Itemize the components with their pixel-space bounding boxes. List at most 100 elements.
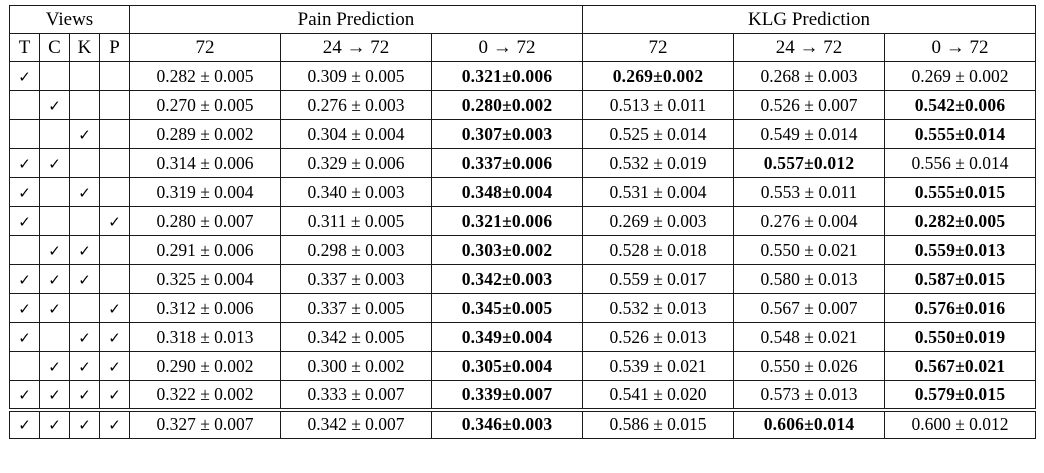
view-check-cell: ✓: [39, 351, 70, 381]
checkmark-icon: ✓: [48, 385, 61, 404]
view-empty-cell: [9, 119, 40, 149]
metric-cell: 0.567±0.021: [884, 351, 1036, 381]
result-row: ✓ 0.270 ± 0.005 0.276 ± 0.003 0.280±0.002 0.…: [9, 90, 1036, 120]
metric-cell: 0.539 ± 0.021: [582, 351, 734, 381]
view-check-cell: ✓: [39, 148, 70, 178]
view-check-cell: ✓: [39, 407, 70, 439]
col-header-t: T: [9, 33, 40, 62]
checkmark-icon: ✓: [108, 416, 121, 435]
metric-cell: 0.312 ± 0.006: [129, 293, 281, 323]
view-empty-cell: [9, 90, 40, 120]
view-check-cell: ✓: [99, 322, 130, 352]
metric-cell: 0.268 ± 0.003: [733, 61, 885, 91]
metric-cell: 0.269 ± 0.002: [884, 61, 1036, 91]
metric-cell: 0.276 ± 0.003: [280, 90, 432, 120]
view-check-cell: ✓: [69, 119, 100, 149]
metric-cell: 0.303±0.002: [431, 235, 583, 265]
views-group-header: Views: [9, 5, 130, 34]
metric-cell: 0.528 ± 0.018: [582, 235, 734, 265]
metric-cell: 0.346±0.003: [431, 407, 583, 439]
checkmark-icon: ✓: [18, 154, 31, 173]
checkmark-icon: ✓: [78, 183, 91, 202]
view-check-cell: ✓: [69, 235, 100, 265]
result-row: ✓ ✓ 0.291 ± 0.006 0.298 ± 0.003 0.303±0.002 0…: [9, 235, 1036, 265]
metric-cell: 0.340 ± 0.003: [280, 177, 432, 207]
checkmark-icon: ✓: [48, 299, 61, 318]
metric-cell: 0.550±0.019: [884, 322, 1036, 352]
checkmark-icon: ✓: [78, 357, 91, 376]
metric-cell: 0.319 ± 0.004: [129, 177, 281, 207]
view-empty-cell: [99, 148, 130, 178]
view-check-cell: ✓: [39, 235, 70, 265]
metric-cell: 0.532 ± 0.013: [582, 293, 734, 323]
metric-cell: 0.333 ± 0.007: [280, 380, 432, 410]
view-check-cell: ✓: [69, 407, 100, 439]
klg-group-header: KLG Prediction: [582, 5, 1036, 34]
metric-cell: 0.337 ± 0.003: [280, 264, 432, 294]
metric-cell: 0.555±0.014: [884, 119, 1036, 149]
col-header-klg-24-72: 24 → 72: [733, 33, 885, 62]
table-body: ✓ 0.282 ± 0.005 0.309 ± 0.005 0.321±0.006 0.…: [9, 61, 1036, 439]
checkmark-icon: ✓: [18, 67, 31, 86]
checkmark-icon: ✓: [18, 183, 31, 202]
result-row: ✓ ✓ ✓ 0.290 ± 0.002 0.300 ± 0.002 0.305±0.004…: [9, 351, 1036, 381]
metric-cell: 0.342±0.003: [431, 264, 583, 294]
metric-cell: 0.322 ± 0.002: [129, 380, 281, 410]
metric-cell: 0.339±0.007: [431, 380, 583, 410]
view-check-cell: ✓: [9, 148, 40, 178]
metric-cell: 0.349±0.004: [431, 322, 583, 352]
view-empty-cell: [39, 177, 70, 207]
metric-cell: 0.579±0.015: [884, 380, 1036, 410]
results-table: Views Pain Prediction KLG Prediction T C…: [9, 5, 1036, 439]
metric-cell: 0.549 ± 0.014: [733, 119, 885, 149]
view-check-cell: ✓: [69, 322, 100, 352]
result-row: ✓ 0.289 ± 0.002 0.304 ± 0.004 0.307±0.003 0.…: [9, 119, 1036, 149]
result-row: ✓ ✓ ✓ ✓ 0.322 ± 0.002 0.333 ± 0.007 0.339±0.00…: [9, 380, 1036, 410]
col-header-klg-72: 72: [582, 33, 734, 62]
metric-cell: 0.573 ± 0.013: [733, 380, 885, 410]
checkmark-icon: ✓: [108, 212, 121, 231]
metric-cell: 0.321±0.006: [431, 61, 583, 91]
view-empty-cell: [99, 119, 130, 149]
metric-cell: 0.345±0.005: [431, 293, 583, 323]
metric-cell: 0.553 ± 0.011: [733, 177, 885, 207]
view-check-cell: ✓: [9, 61, 40, 91]
metric-cell: 0.557±0.012: [733, 148, 885, 178]
col-header-pain-24-72: 24 → 72: [280, 33, 432, 62]
checkmark-icon: ✓: [48, 241, 61, 260]
metric-cell: 0.542±0.006: [884, 90, 1036, 120]
metric-cell: 0.298 ± 0.003: [280, 235, 432, 265]
view-check-cell: ✓: [99, 293, 130, 323]
view-empty-cell: [69, 61, 100, 91]
checkmark-icon: ✓: [108, 357, 121, 376]
view-check-cell: ✓: [39, 293, 70, 323]
col-header-klg-0-72: 0 → 72: [884, 33, 1036, 62]
metric-cell: 0.567 ± 0.007: [733, 293, 885, 323]
metric-cell: 0.342 ± 0.007: [280, 407, 432, 439]
view-check-cell: ✓: [9, 380, 40, 410]
view-empty-cell: [9, 235, 40, 265]
metric-cell: 0.348±0.004: [431, 177, 583, 207]
view-empty-cell: [39, 119, 70, 149]
checkmark-icon: ✓: [18, 328, 31, 347]
checkmark-icon: ✓: [48, 96, 61, 115]
col-header-k: K: [69, 33, 100, 62]
metric-cell: 0.304 ± 0.004: [280, 119, 432, 149]
view-check-cell: ✓: [39, 380, 70, 410]
metric-cell: 0.600 ± 0.012: [884, 407, 1036, 439]
metric-cell: 0.327 ± 0.007: [129, 407, 281, 439]
view-empty-cell: [69, 206, 100, 236]
view-empty-cell: [99, 235, 130, 265]
checkmark-icon: ✓: [108, 328, 121, 347]
checkmark-icon: ✓: [78, 125, 91, 144]
pain-group-header: Pain Prediction: [129, 5, 583, 34]
metric-cell: 0.513 ± 0.011: [582, 90, 734, 120]
view-check-cell: ✓: [9, 293, 40, 323]
view-check-cell: ✓: [69, 177, 100, 207]
checkmark-icon: ✓: [78, 328, 91, 347]
result-row: ✓ ✓ ✓ 0.325 ± 0.004 0.337 ± 0.003 0.342±0.003…: [9, 264, 1036, 294]
metric-cell: 0.282 ± 0.005: [129, 61, 281, 91]
group-header-row: Views Pain Prediction KLG Prediction: [9, 5, 1036, 34]
col-header-c: C: [39, 33, 70, 62]
metric-cell: 0.329 ± 0.006: [280, 148, 432, 178]
